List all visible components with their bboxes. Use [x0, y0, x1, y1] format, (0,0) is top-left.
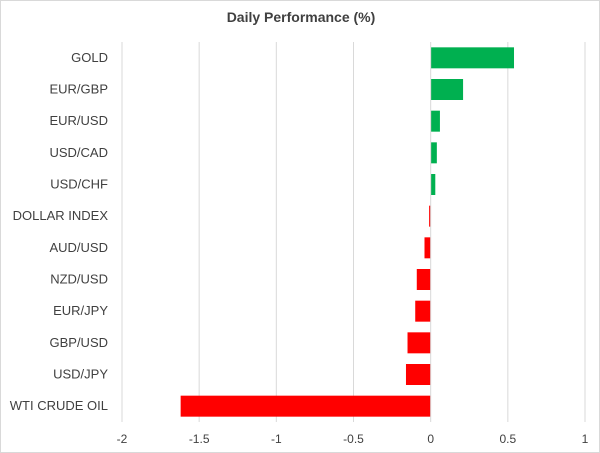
bar-6 [424, 237, 431, 259]
bar-4 [430, 174, 436, 195]
category-label-0: GOLD [71, 50, 108, 65]
bar-11 [180, 395, 431, 417]
x-tick-label-2: -1 [271, 432, 282, 446]
category-label-7: NZD/USD [50, 272, 108, 287]
x-tick-label-1: -1.5 [189, 432, 210, 446]
category-label-1: EUR/GBP [49, 82, 108, 97]
x-tick-label-5: 0.5 [499, 432, 516, 446]
bar-8 [415, 300, 431, 322]
category-label-4: USD/CHF [50, 177, 108, 192]
bar-0 [430, 47, 515, 69]
category-label-11: WTI CRUDE OIL [10, 398, 108, 413]
x-tick-label-3: -0.5 [343, 432, 364, 446]
category-label-6: AUD/USD [49, 240, 108, 255]
category-label-3: USD/CAD [49, 145, 108, 160]
category-label-10: USD/JPY [53, 367, 108, 382]
bar-10 [405, 364, 431, 385]
bar-1 [430, 79, 464, 100]
category-label-2: EUR/USD [49, 113, 108, 128]
category-label-5: DOLLAR INDEX [13, 208, 109, 223]
x-tick-label-4: 0 [427, 432, 434, 446]
category-label-9: GBP/USD [49, 335, 108, 350]
category-label-8: EUR/JPY [53, 303, 108, 318]
x-tick-label-0: -2 [117, 432, 128, 446]
bar-5 [429, 205, 431, 227]
bar-9 [407, 332, 431, 354]
chart-title: Daily Performance (%) [226, 9, 376, 25]
bar-2 [430, 110, 440, 132]
x-tick-label-6: 1 [582, 432, 589, 446]
bar-3 [430, 142, 437, 164]
bar-7 [416, 269, 431, 290]
